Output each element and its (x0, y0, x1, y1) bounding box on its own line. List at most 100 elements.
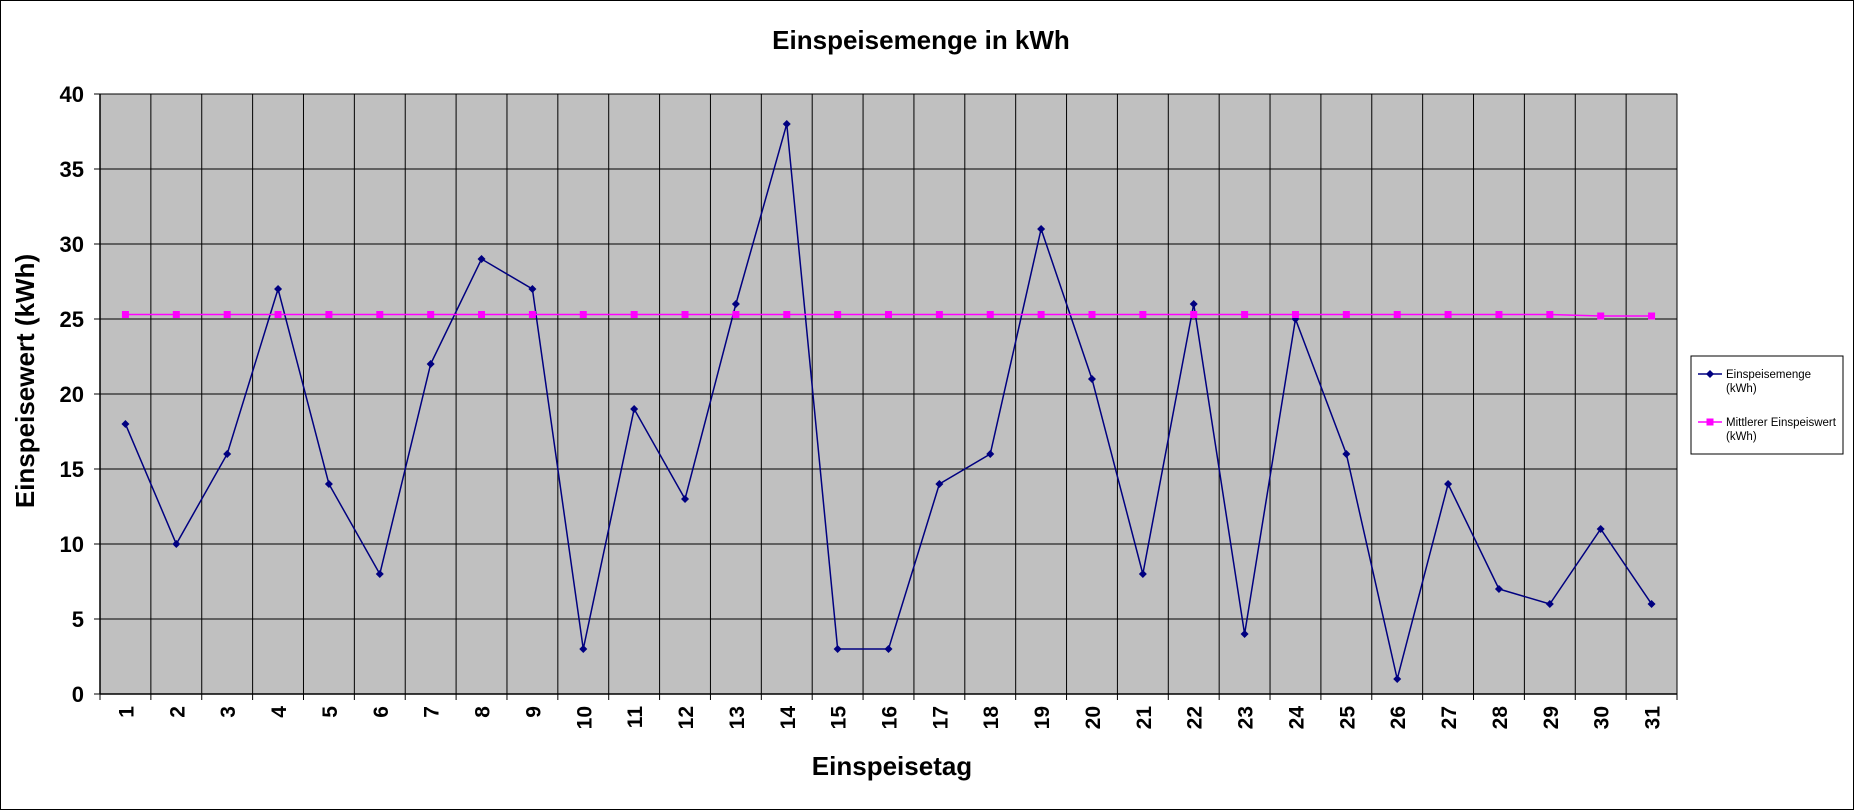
x-tick-label: 24 (1285, 706, 1308, 730)
x-tick-label: 1 (115, 706, 138, 718)
data-point (1393, 675, 1402, 683)
x-tick-label: 27 (1438, 706, 1461, 729)
data-point (1342, 450, 1351, 458)
x-tick-label: 30 (1591, 706, 1614, 729)
data-point (1444, 480, 1453, 488)
x-tick-label: 28 (1489, 706, 1512, 730)
x-axis-title: Einspeisetag (812, 751, 972, 781)
x-tick-label: 18 (980, 706, 1003, 730)
data-point (528, 285, 537, 293)
legend-label-line: Mittlerer Einspeiswert (1726, 417, 1837, 429)
x-tick-label: 21 (1133, 706, 1156, 730)
data-point (375, 570, 384, 578)
x-tick-label: 6 (370, 706, 393, 718)
legend-label: Einspeisemenge (kWh) (1726, 369, 1811, 395)
data-point (1087, 375, 1096, 383)
x-tick-label: 26 (1387, 706, 1410, 729)
x-tick-label: 25 (1336, 706, 1359, 730)
y-tick-label: 40 (60, 82, 84, 107)
data-point (1037, 225, 1046, 233)
x-tick-labels: 1 2 3 4 5 6 7 8 9 10 11 12 13 14 15 16 17 18 19 20 21 22 23 24 2… (115, 706, 1664, 730)
data-point (681, 495, 690, 503)
data-point (782, 120, 791, 128)
x-tick-label: 15 (828, 706, 851, 730)
y-tick-label: 0 (72, 682, 84, 707)
data-point (1494, 585, 1503, 593)
data-point (935, 311, 943, 318)
series-2 (121, 311, 1656, 320)
series-layer (121, 120, 1656, 683)
data-point (274, 311, 282, 318)
x-tick-label: 7 (421, 706, 444, 718)
data-point (884, 645, 893, 653)
data-point (477, 255, 486, 263)
data-point (1342, 311, 1350, 318)
x-tick-label: 19 (1031, 706, 1054, 729)
data-point (1596, 525, 1605, 533)
x-tick-label: 23 (1235, 706, 1258, 729)
data-point (427, 311, 435, 318)
data-point (885, 311, 892, 318)
x-tick-label: 4 (268, 706, 291, 718)
x-tick-label: 14 (777, 706, 800, 730)
grid-lines (99, 93, 1678, 695)
legend-label-line: (kWh) (1726, 431, 1757, 443)
y-tick-label: 10 (60, 532, 84, 557)
x-tick-label: 5 (319, 706, 342, 718)
data-point (630, 405, 639, 413)
chart-title: Einspeisemenge in kWh (772, 25, 1070, 55)
data-point (1190, 311, 1198, 318)
x-tick-label: 17 (929, 706, 952, 729)
series-1 (121, 120, 1656, 683)
data-point (630, 311, 638, 318)
data-point (1648, 312, 1656, 320)
data-point (121, 420, 130, 428)
y-tick-label: 35 (60, 157, 84, 182)
data-point (1291, 311, 1299, 318)
axes (94, 93, 1678, 700)
y-tick-label: 20 (60, 382, 84, 407)
y-tick-label: 15 (60, 457, 84, 482)
data-point (1088, 311, 1096, 318)
x-tick-label: 29 (1540, 706, 1563, 729)
x-tick-label: 10 (573, 706, 596, 729)
data-point (986, 450, 995, 458)
y-tick-label: 5 (72, 607, 84, 632)
data-point (1597, 312, 1605, 320)
data-point (935, 480, 944, 488)
legend-label-line: (kWh) (1726, 383, 1757, 395)
data-point (1138, 570, 1147, 578)
data-point (426, 360, 435, 368)
data-point (376, 311, 384, 318)
legend-box (1690, 355, 1844, 455)
data-point (1444, 311, 1452, 318)
data-point (223, 450, 232, 458)
x-tick-label: 20 (1082, 706, 1105, 729)
x-tick-label: 3 (217, 706, 240, 718)
data-point (172, 540, 181, 548)
data-point (1393, 311, 1401, 318)
data-point (325, 311, 333, 318)
legend-marker (1706, 370, 1714, 378)
data-point (579, 645, 588, 653)
data-point (528, 311, 536, 318)
data-point (732, 311, 740, 318)
data-point (1037, 311, 1045, 318)
x-tick-label: 9 (522, 706, 545, 718)
x-tick-label: 16 (879, 706, 902, 729)
data-point (1241, 311, 1249, 318)
x-tick-label: 31 (1642, 706, 1665, 730)
data-point (1546, 311, 1554, 318)
data-point (478, 311, 486, 318)
x-tick-label: 22 (1184, 706, 1207, 729)
data-point (986, 311, 994, 318)
data-point (121, 311, 129, 318)
y-axis-title: Einspeisewert (kWh) (10, 254, 40, 508)
data-point (1189, 300, 1198, 308)
y-tick-label: 25 (60, 307, 84, 332)
data-point (1545, 600, 1554, 608)
data-point (172, 311, 180, 318)
legend-entry-1: Einspeisemenge (kWh) (1698, 369, 1811, 395)
legend: Einspeisemenge (kWh) Mittlerer Einspeiswer… (1690, 355, 1844, 455)
